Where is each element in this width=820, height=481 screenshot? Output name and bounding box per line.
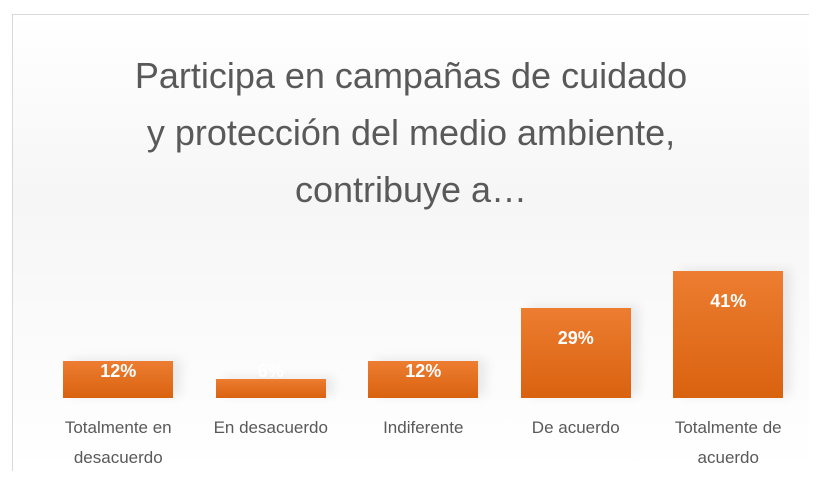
chart-title: Participa en campañas de cuidado y prote… — [134, 55, 688, 210]
value-label: 6% — [257, 361, 284, 381]
bar — [520, 308, 631, 398]
value-label: 12% — [405, 361, 442, 381]
x-tick-label: Indiferente — [383, 418, 464, 437]
bar — [63, 360, 174, 398]
value-label: 12% — [100, 361, 137, 381]
bar — [673, 271, 784, 398]
x-tick-label: Totalmente en desacuerdo — [64, 418, 172, 467]
value-label: 29% — [557, 328, 594, 349]
bar — [368, 360, 479, 398]
x-tick-label: De acuerdo — [531, 418, 620, 437]
value-label: 41% — [710, 291, 747, 311]
bar — [215, 379, 326, 398]
x-tick-label: Totalmente de acuerdo — [674, 418, 782, 467]
chart: Participa en campañas de cuidado y prote… — [12, 14, 809, 471]
x-tick-label: En desacuerdo — [213, 418, 328, 437]
